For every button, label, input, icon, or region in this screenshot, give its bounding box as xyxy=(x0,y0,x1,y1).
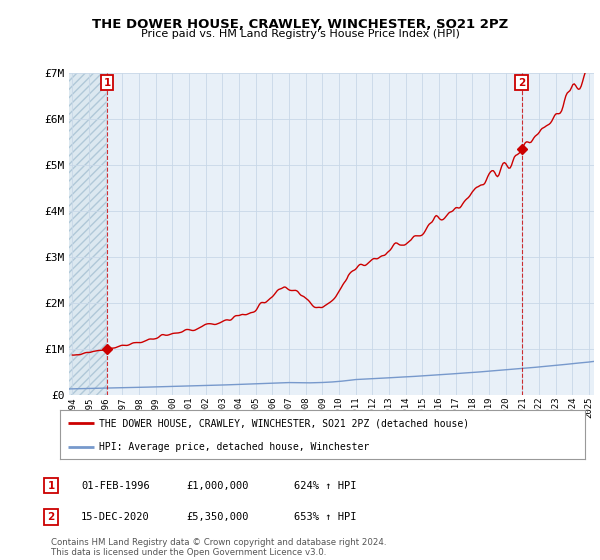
Text: 1: 1 xyxy=(47,480,55,491)
Text: 15-DEC-2020: 15-DEC-2020 xyxy=(81,512,150,522)
Text: 2: 2 xyxy=(518,78,525,87)
Text: HPI: Average price, detached house, Winchester: HPI: Average price, detached house, Winc… xyxy=(100,442,370,452)
Text: £1,000,000: £1,000,000 xyxy=(186,480,248,491)
Text: 2: 2 xyxy=(47,512,55,522)
Bar xyxy=(69,73,107,395)
Text: 624% ↑ HPI: 624% ↑ HPI xyxy=(294,480,356,491)
Text: 01-FEB-1996: 01-FEB-1996 xyxy=(81,480,150,491)
Text: £5,350,000: £5,350,000 xyxy=(186,512,248,522)
Text: Price paid vs. HM Land Registry's House Price Index (HPI): Price paid vs. HM Land Registry's House … xyxy=(140,29,460,39)
Text: THE DOWER HOUSE, CRAWLEY, WINCHESTER, SO21 2PZ: THE DOWER HOUSE, CRAWLEY, WINCHESTER, SO… xyxy=(92,18,508,31)
Text: Contains HM Land Registry data © Crown copyright and database right 2024.
This d: Contains HM Land Registry data © Crown c… xyxy=(51,538,386,557)
Text: 1: 1 xyxy=(103,78,110,87)
Text: THE DOWER HOUSE, CRAWLEY, WINCHESTER, SO21 2PZ (detached house): THE DOWER HOUSE, CRAWLEY, WINCHESTER, SO… xyxy=(100,418,470,428)
Text: 653% ↑ HPI: 653% ↑ HPI xyxy=(294,512,356,522)
